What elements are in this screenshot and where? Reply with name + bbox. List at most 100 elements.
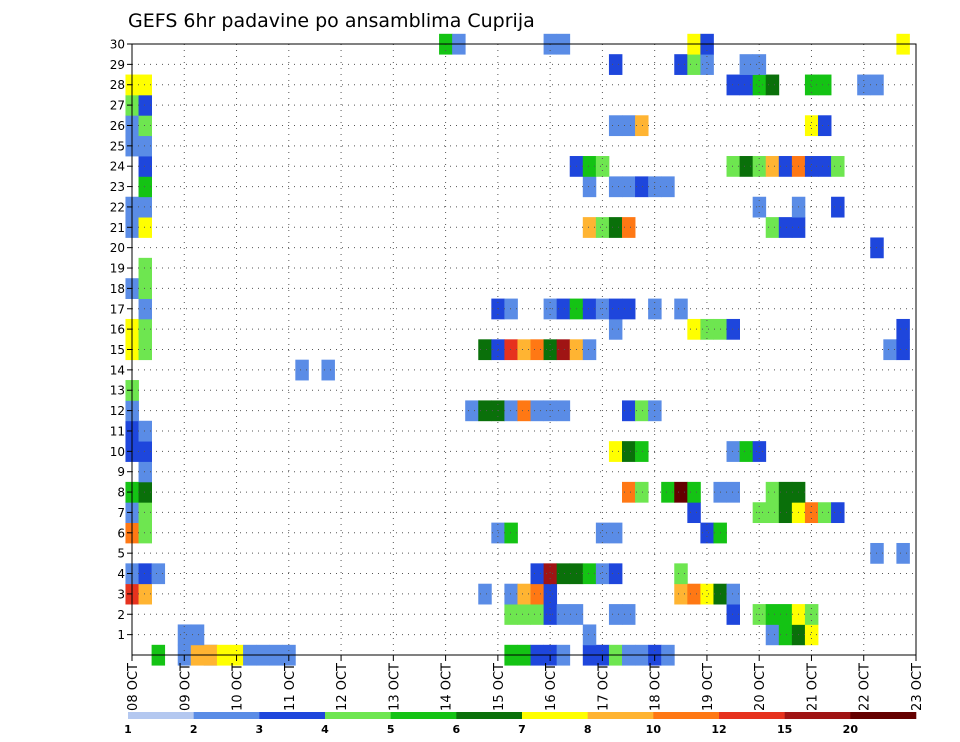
heatmap-cell: [582, 217, 597, 238]
heatmap-cell: [465, 400, 479, 422]
heatmap-cell: [478, 583, 492, 605]
y-tick-label: 19: [110, 262, 125, 276]
legend-label: 3: [256, 723, 264, 736]
heatmap-cell: [543, 563, 558, 585]
x-axis: 08 OCT 09 OCT 10 OCT 11 OCT 12 OCT 13 OCT 14 O…: [126, 655, 925, 711]
heatmap-cell: [582, 156, 597, 177]
heatmap-cell: [687, 481, 701, 503]
y-tick-label: 4: [117, 567, 125, 581]
x-tick-label: 19 OCT: [701, 663, 716, 711]
heatmap-cell: [138, 278, 152, 299]
heatmap-cell: [700, 522, 714, 544]
heatmap-cell: [190, 624, 205, 646]
heatmap-cell: [138, 318, 152, 340]
y-tick-label: 1: [117, 628, 125, 642]
heatmap-cell: [765, 156, 780, 177]
heatmap-cell: [726, 604, 740, 625]
heatmap-cell: [582, 339, 597, 361]
heatmap-cell: [608, 563, 623, 585]
heatmap-cell: [752, 74, 767, 96]
heatmap-cell: [138, 257, 152, 279]
legend-label: 6: [453, 723, 461, 736]
heatmap-cell: [896, 318, 910, 340]
y-tick-label: 6: [117, 526, 125, 540]
heatmap-cell: [765, 217, 780, 238]
heatmap-cell: [687, 318, 701, 340]
heatmap-cell: [138, 502, 152, 524]
heatmap-cell: [726, 441, 740, 462]
heatmap-cell: [687, 502, 701, 524]
legend-swatch: [325, 712, 391, 719]
heatmap-cell: [739, 74, 754, 96]
heatmap-cell: [556, 563, 571, 585]
x-tick-label: 23 OCT: [910, 663, 925, 711]
legend-swatch: [193, 712, 260, 719]
legend-label: 15: [777, 723, 792, 736]
heatmap-cell: [177, 624, 192, 646]
legend-swatch: [390, 712, 457, 719]
y-tick-label: 22: [110, 200, 125, 214]
legend-swatch: [653, 712, 720, 719]
heatmap-cell: [556, 298, 571, 320]
heatmap-cell: [138, 420, 152, 442]
heatmap-cell: [478, 339, 492, 361]
legend-swatch: [784, 712, 851, 719]
heatmap-cell: [321, 359, 335, 381]
heatmap-cell: [608, 318, 623, 340]
y-tick-label: 27: [110, 99, 125, 113]
heatmap-cell: [530, 400, 544, 422]
heatmap-cell: [752, 441, 767, 462]
heatmap-cell: [726, 318, 740, 340]
heatmap-cell: [608, 298, 623, 320]
heatmap-cell: [622, 400, 636, 422]
y-tick-label: 15: [110, 343, 125, 357]
heatmap-cell: [765, 74, 780, 96]
y-tick-label: 29: [110, 58, 125, 72]
heatmap-cell: [582, 176, 597, 198]
y-tick-label: 17: [110, 302, 125, 316]
heatmap-cell: [595, 522, 610, 544]
heatmap-cell: [608, 217, 623, 238]
y-tick-label: 16: [110, 323, 125, 337]
x-tick-label: 22 OCT: [858, 663, 873, 711]
y-tick-label: 23: [110, 180, 125, 194]
legend-label: 7: [518, 723, 526, 736]
heatmap-cell: [138, 481, 152, 503]
y-tick-label: 2: [117, 608, 125, 622]
legend-swatch: [587, 712, 654, 719]
heatmap-cell: [517, 604, 531, 625]
heatmap-cell: [517, 583, 531, 605]
heatmap-cell: [765, 481, 780, 503]
heatmap-cell: [608, 604, 623, 625]
heatmap-cell: [556, 400, 571, 422]
heatmap-cell: [752, 54, 767, 75]
heatmap-cell: [804, 156, 819, 177]
heatmap-cell: [778, 502, 793, 524]
heatmap-cell: [635, 441, 649, 462]
heatmap-cell: [622, 441, 636, 462]
heatmap-cell: [138, 196, 152, 218]
heatmap-cell: [726, 481, 740, 503]
heatmap-cell: [765, 502, 780, 524]
y-tick-label: 5: [117, 547, 125, 561]
heatmap-cell: [504, 298, 518, 320]
heatmap-cell: [804, 74, 819, 96]
heatmap-cell: [739, 156, 754, 177]
heatmap-cell: [700, 318, 714, 340]
legend-label: 10: [646, 723, 662, 736]
heatmap-cell: [622, 298, 636, 320]
heatmap-cell: [530, 563, 544, 585]
heatmap-cell: [517, 400, 531, 422]
heatmap-cell: [818, 156, 832, 177]
heatmap-cell: [700, 54, 714, 75]
x-tick-label: 09 OCT: [178, 663, 193, 711]
heatmap-cell: [635, 115, 649, 137]
heatmap-cell: [752, 196, 767, 218]
heatmap-cell: [138, 461, 152, 483]
heatmap-cell: [504, 522, 518, 544]
heatmap-cell: [556, 339, 571, 361]
x-tick-label: 15 OCT: [492, 663, 507, 711]
y-tick-label: 20: [110, 241, 125, 255]
heatmap-cell: [543, 583, 558, 605]
heatmap-cell: [138, 115, 152, 137]
